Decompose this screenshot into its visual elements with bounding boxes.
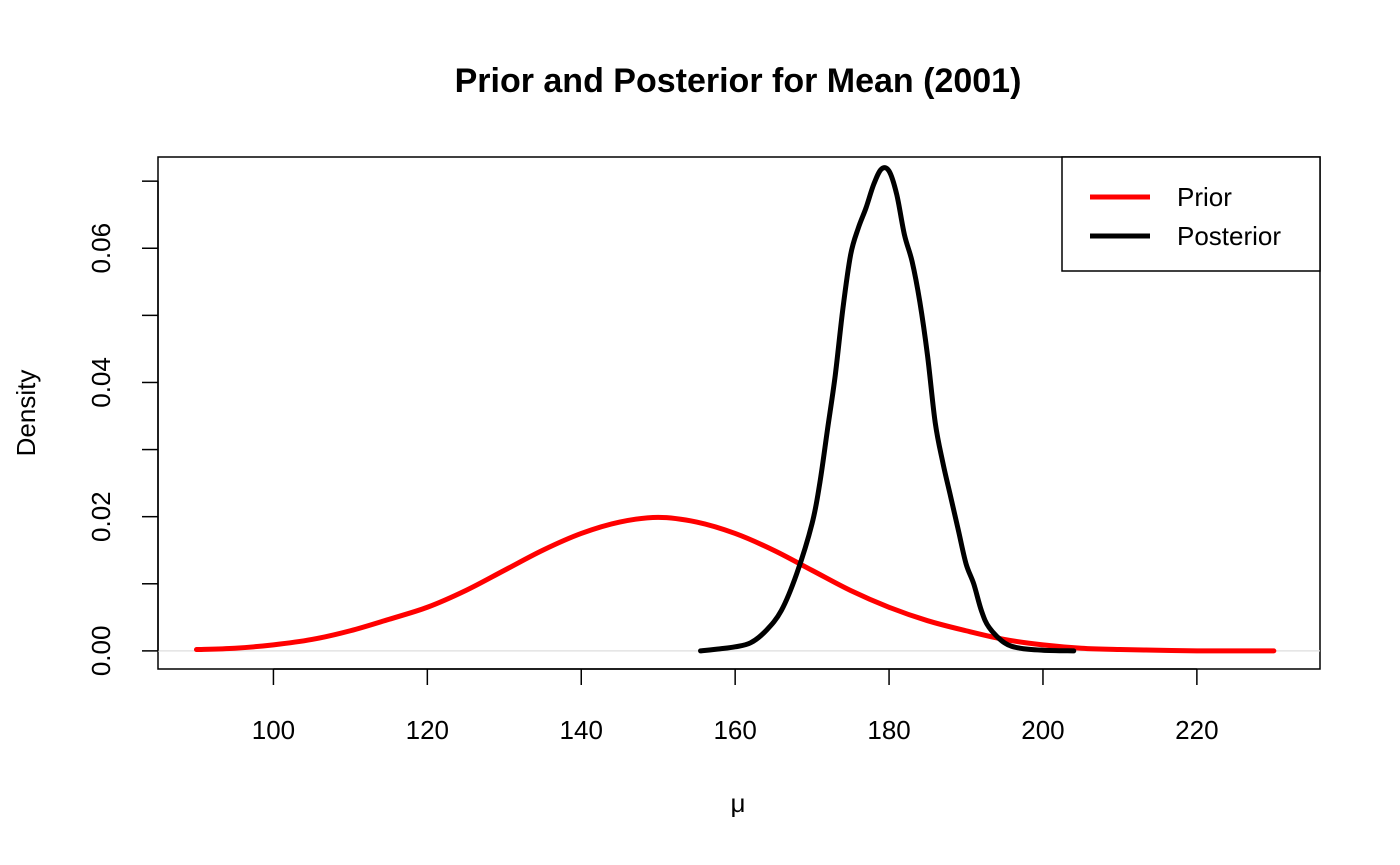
- x-tick-label: 220: [1175, 715, 1218, 745]
- x-tick-label: 100: [252, 715, 295, 745]
- y-axis-label: Density: [11, 370, 41, 457]
- y-tick-label: 0.04: [86, 357, 116, 408]
- y-tick-label: 0.06: [86, 223, 116, 274]
- series-group: [193, 165, 1277, 654]
- legend-label-posterior: Posterior: [1177, 221, 1281, 251]
- x-tick-label: 180: [867, 715, 910, 745]
- x-axis-label: μ: [731, 788, 746, 818]
- chart-title: Prior and Posterior for Mean (2001): [455, 62, 1022, 100]
- x-axis: 100 120 140 160 180 200 220: [252, 668, 1219, 745]
- legend-label-prior: Prior: [1177, 182, 1232, 212]
- x-tick-label: 200: [1021, 715, 1064, 745]
- series-line-prior: [193, 514, 1277, 654]
- legend: Prior Posterior: [1061, 156, 1321, 272]
- y-tick-label: 0.00: [86, 626, 116, 677]
- y-axis: 0.00 0.02 0.04 0.06: [86, 180, 159, 677]
- legend-box: [1061, 156, 1321, 272]
- x-tick-label: 120: [406, 715, 449, 745]
- y-tick-label: 0.02: [86, 491, 116, 542]
- x-tick-label: 160: [713, 715, 756, 745]
- x-tick-label: 140: [560, 715, 603, 745]
- series-line-posterior: [698, 165, 1077, 654]
